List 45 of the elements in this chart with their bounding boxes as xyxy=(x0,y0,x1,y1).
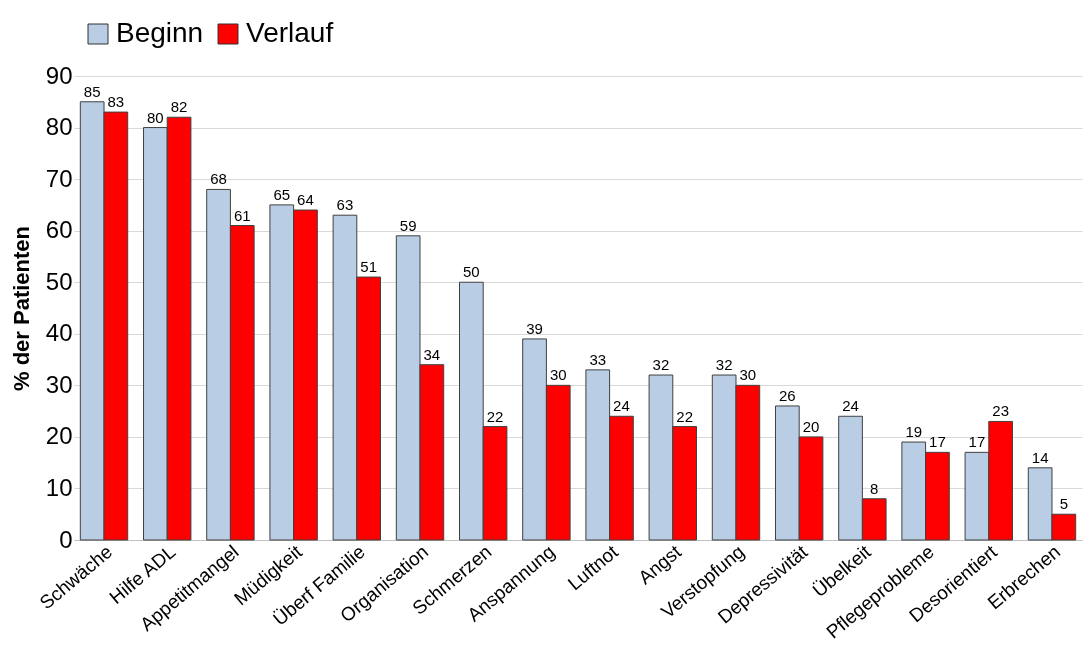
data-label: 63 xyxy=(336,196,354,214)
y-tick-label: 60 xyxy=(45,216,73,244)
data-label: 59 xyxy=(399,216,417,234)
data-label: 65 xyxy=(273,185,291,203)
legend-label: Verlauf xyxy=(246,17,334,48)
data-label: 30 xyxy=(739,366,757,384)
data-label: 17 xyxy=(968,433,986,451)
y-tick-label: 80 xyxy=(45,113,73,141)
data-label: 22 xyxy=(486,407,504,425)
data-label: 39 xyxy=(526,319,543,337)
data-label: 85 xyxy=(83,82,101,100)
data-label: 64 xyxy=(297,191,314,209)
data-label: 82 xyxy=(170,98,188,116)
data-label: 5 xyxy=(1059,495,1068,513)
y-tick-label: 0 xyxy=(59,525,73,553)
data-label: 68 xyxy=(210,170,227,188)
data-label: 24 xyxy=(613,397,630,415)
data-label: 50 xyxy=(463,263,480,281)
y-axis-title: % der Patienten xyxy=(8,225,34,392)
data-label: 32 xyxy=(715,356,733,374)
y-tick-label: 90 xyxy=(45,61,73,89)
y-tick-label: 50 xyxy=(45,267,73,295)
legend-label: Beginn xyxy=(116,17,204,48)
data-label: 32 xyxy=(652,356,670,374)
data-label: 33 xyxy=(589,350,607,368)
data-label: 24 xyxy=(842,397,859,415)
y-tick-label: 20 xyxy=(45,422,73,450)
data-label: 14 xyxy=(1031,448,1049,466)
data-label: 83 xyxy=(107,93,125,111)
data-label: 80 xyxy=(147,108,164,126)
data-label: 22 xyxy=(676,407,693,425)
data-label: 23 xyxy=(992,402,1009,420)
data-label: 26 xyxy=(779,386,796,404)
y-tick-label: 30 xyxy=(45,370,73,398)
data-label: 8 xyxy=(870,479,879,497)
data-label: 51 xyxy=(360,258,377,276)
data-label: 61 xyxy=(233,206,251,224)
y-tick-label: 10 xyxy=(45,473,73,501)
data-label: 30 xyxy=(549,366,567,384)
y-tick-label: 70 xyxy=(45,164,73,192)
data-label: 19 xyxy=(905,423,923,441)
data-label: 17 xyxy=(929,433,946,451)
data-label: 20 xyxy=(802,417,820,435)
y-tick-label: 40 xyxy=(45,319,73,347)
data-label: 34 xyxy=(423,345,441,363)
